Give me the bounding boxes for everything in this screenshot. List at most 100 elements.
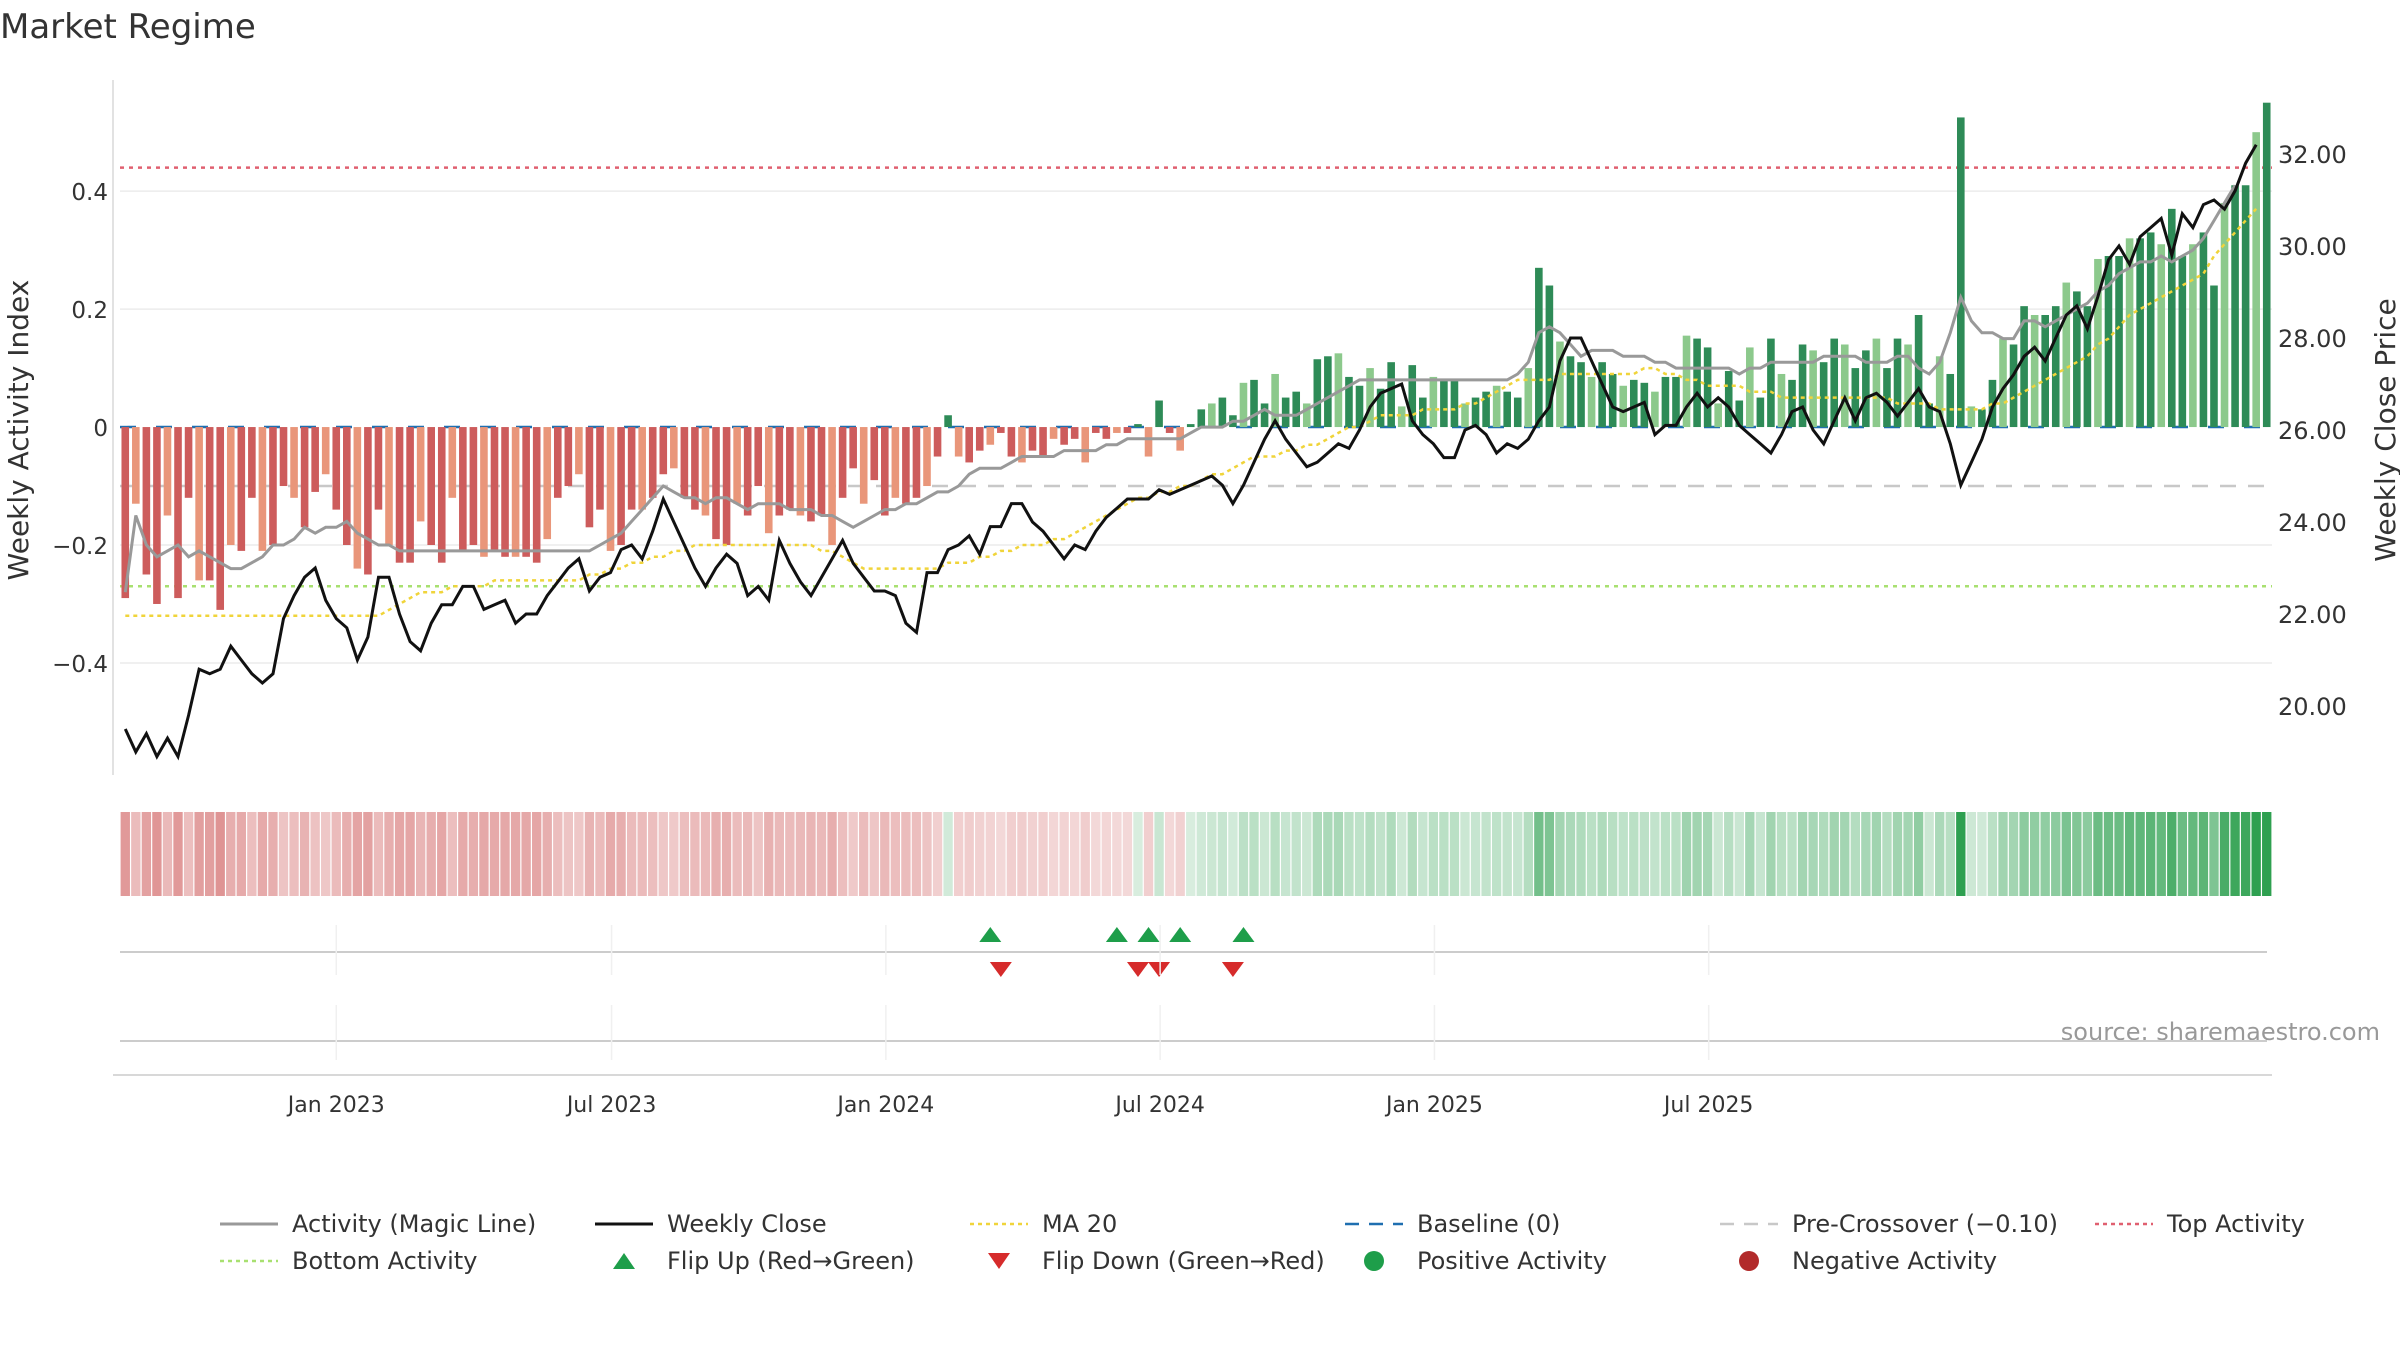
activity-bar (638, 427, 646, 510)
activity-bar (1250, 379, 1258, 428)
regime-cell (742, 812, 753, 896)
activity-bar (2020, 306, 2028, 428)
regime-cell (1439, 812, 1449, 896)
regime-cell (363, 812, 373, 896)
regime-cell (236, 812, 246, 896)
activity-bar (1292, 391, 1301, 428)
regime-cell (595, 812, 605, 896)
activity-bar (248, 427, 256, 498)
legend-label: Weekly Close (667, 1210, 827, 1238)
regime-cell (1418, 812, 1428, 896)
activity-bar (2262, 102, 2271, 428)
regime-cell (1787, 812, 1797, 896)
y2-tick-label: 26.00 (2278, 417, 2347, 445)
regime-cell (1249, 812, 1259, 896)
x-axis-ticks: Jan 2023 Jul 2023 Jan 2024 Jul 2024 Jan 2025… (286, 925, 1754, 1118)
activity-bar (954, 427, 963, 457)
regime-cell (1207, 812, 1217, 896)
activity-bar (1651, 391, 1659, 428)
regime-cell (1323, 812, 1333, 896)
regime-cell (1513, 812, 1523, 896)
activity-bar (1049, 427, 1058, 439)
legend-item: Flip Up (Red→Green) (613, 1247, 915, 1275)
activity-bar (353, 427, 362, 569)
activity-bars (121, 102, 2271, 610)
y2-axis-ticks: 20.00 22.00 24.00 26.00 28.00 30.00 32.00 (2278, 141, 2347, 721)
activity-bar (1186, 424, 1195, 428)
regime-cell (1270, 812, 1280, 896)
activity-bar (480, 427, 488, 557)
activity-bar (195, 427, 203, 581)
regime-cell (1639, 812, 1650, 896)
activity-bar (1471, 397, 1480, 428)
activity-bar (1904, 344, 1912, 428)
activity-bar (1165, 427, 1174, 433)
regime-cell (1186, 812, 1196, 896)
regime-cell (1935, 812, 1945, 896)
activity-bar (659, 427, 668, 475)
regime-cell (1660, 812, 1671, 896)
activity-bar (205, 427, 214, 581)
regime-cell (1280, 812, 1291, 896)
regime-cell (795, 812, 806, 896)
activity-bar (1302, 403, 1311, 428)
activity-bar (891, 427, 900, 498)
activity-bar (1018, 427, 1026, 463)
activity-bar (416, 427, 425, 522)
y2-tick-label: 20.00 (2278, 693, 2347, 721)
activity-bar (1366, 368, 1374, 428)
regime-cell (1671, 812, 1681, 896)
activity-bar (237, 427, 246, 551)
regime-cell (1745, 812, 1755, 896)
regime-cell (257, 812, 268, 896)
regime-cell (1776, 812, 1787, 896)
regime-cell (1850, 812, 1860, 896)
regime-cell (247, 812, 257, 896)
legend-item: Bottom Activity (220, 1247, 477, 1275)
activity-bar (2210, 285, 2218, 428)
activity-bar (986, 427, 995, 445)
activity-bar (1440, 379, 1448, 428)
x-tick-label: Jul 2025 (1662, 1093, 1754, 1118)
regime-cell (2198, 812, 2209, 896)
activity-bar (733, 427, 741, 504)
magic-line (123, 184, 2237, 593)
activity-bar (1387, 362, 1395, 428)
x-tick-label: Jul 2024 (1113, 1093, 1205, 1118)
legend-swatch (988, 1253, 1010, 1269)
activity-bar (648, 427, 657, 498)
activity-bar (1039, 427, 1047, 457)
activity-bar (1703, 347, 1712, 428)
activity-bar (1060, 427, 1068, 445)
activity-bar (670, 427, 678, 469)
regime-cell (700, 812, 711, 896)
activity-bar (1883, 368, 1891, 428)
activity-bar (332, 427, 341, 510)
activity-bar (163, 427, 172, 516)
activity-bar (838, 427, 847, 498)
legend-item: Baseline (0) (1345, 1210, 1560, 1238)
y2-axis-label: Weekly Close Price (2369, 298, 2400, 561)
regime-cell (1618, 812, 1628, 896)
flip-up-marker (1169, 927, 1192, 942)
regime-cell (774, 812, 784, 896)
regime-cell (1924, 812, 1934, 896)
regime-cell (1470, 812, 1481, 896)
activity-bar (1862, 350, 1870, 428)
activity-bar (1830, 338, 1839, 428)
activity-bar (2094, 258, 2102, 428)
regime-cell (1523, 812, 1533, 896)
regime-cell (2051, 812, 2061, 896)
regime-cell (2167, 812, 2177, 896)
regime-cell (2219, 812, 2230, 896)
activity-bar (2083, 306, 2092, 428)
regime-cell (141, 812, 152, 896)
activity-bar (522, 427, 530, 557)
activity-bar (712, 427, 720, 540)
activity-bar (490, 427, 499, 551)
y2-tick-label: 30.00 (2278, 233, 2347, 261)
legend-item: Activity (Magic Line) (220, 1210, 536, 1238)
flip-up-marker (1137, 927, 1160, 942)
legend-item: Weekly Close (595, 1210, 827, 1238)
activity-bar (627, 427, 636, 510)
